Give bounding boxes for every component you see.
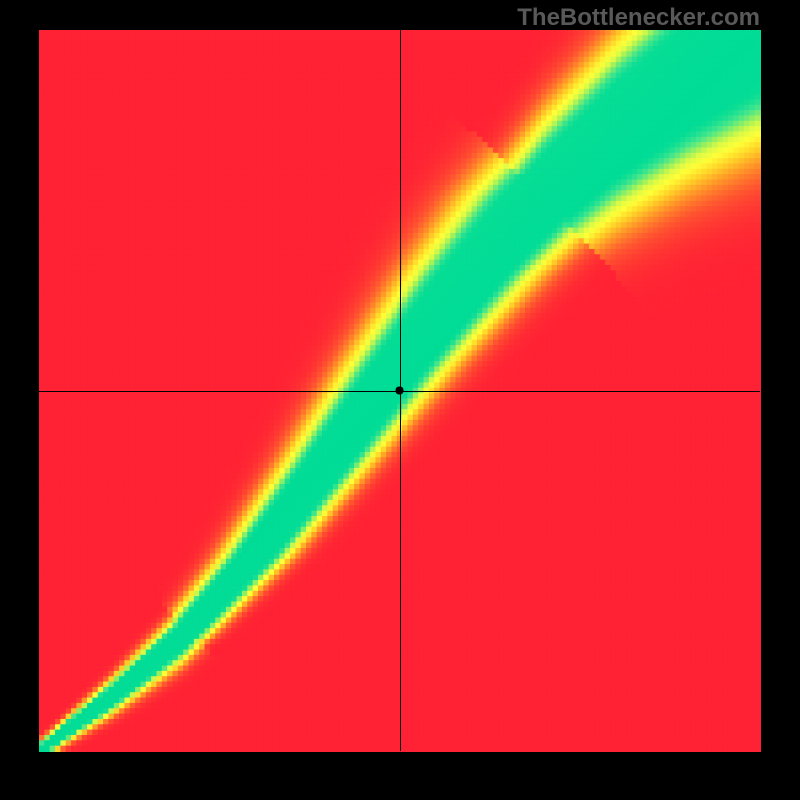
bottleneck-heatmap [0, 0, 800, 800]
watermark-text: TheBottlenecker.com [517, 4, 760, 32]
chart-container: TheBottlenecker.com [0, 0, 800, 800]
